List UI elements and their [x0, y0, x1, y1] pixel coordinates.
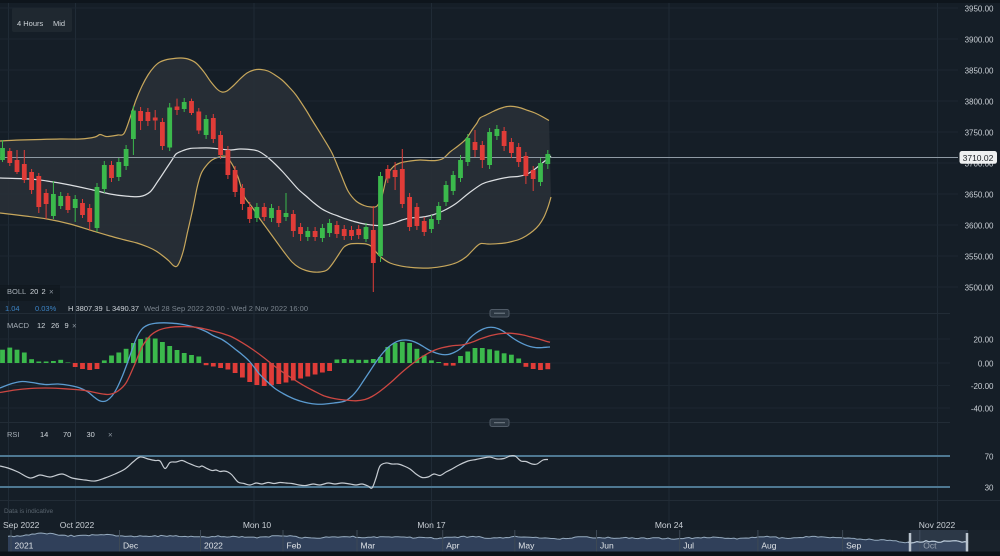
- svg-text:3850.00: 3850.00: [965, 67, 994, 76]
- svg-text:Feb: Feb: [287, 541, 302, 551]
- svg-text:2022: 2022: [204, 541, 223, 551]
- svg-text:Mon 17: Mon 17: [417, 520, 446, 530]
- svg-text:×: ×: [108, 431, 113, 440]
- svg-text:3750.00: 3750.00: [965, 129, 994, 138]
- svg-text:1.04: 1.04: [5, 304, 20, 313]
- svg-text:H 3807.39: H 3807.39: [68, 304, 103, 313]
- svg-text:Oct: Oct: [923, 541, 937, 551]
- svg-text:Mar: Mar: [361, 541, 376, 551]
- svg-text:4 Hours: 4 Hours: [17, 19, 44, 28]
- svg-text:26: 26: [51, 321, 59, 330]
- svg-text:3550.00: 3550.00: [965, 253, 994, 262]
- svg-text:30: 30: [985, 484, 994, 493]
- svg-text:Mon 24: Mon 24: [655, 520, 684, 530]
- svg-text:3900.00: 3900.00: [965, 36, 994, 45]
- svg-text:Jun: Jun: [600, 541, 614, 551]
- svg-text:3800.00: 3800.00: [965, 98, 994, 107]
- svg-text:3500.00: 3500.00: [965, 284, 994, 293]
- svg-text:14: 14: [40, 430, 48, 439]
- svg-text:×: ×: [49, 288, 54, 297]
- svg-text:Oct 2022: Oct 2022: [60, 520, 95, 530]
- svg-text:BOLL: BOLL: [7, 287, 26, 296]
- svg-text:3600.00: 3600.00: [965, 222, 994, 231]
- svg-text:2: 2: [42, 287, 46, 296]
- svg-text:70: 70: [985, 453, 994, 462]
- svg-text:0.00: 0.00: [978, 360, 994, 369]
- svg-text:Mon 10: Mon 10: [243, 520, 272, 530]
- svg-text:RSI: RSI: [7, 430, 20, 439]
- svg-text:3650.00: 3650.00: [965, 191, 994, 200]
- svg-text:70: 70: [63, 430, 71, 439]
- svg-text:May: May: [518, 541, 535, 551]
- svg-text:3950.00: 3950.00: [965, 5, 994, 14]
- svg-text:Aug: Aug: [761, 541, 776, 551]
- svg-text:Nov 2022: Nov 2022: [919, 520, 956, 530]
- svg-text:20: 20: [30, 287, 38, 296]
- svg-text:Sep: Sep: [846, 541, 861, 551]
- svg-text:-40.00: -40.00: [971, 405, 994, 414]
- svg-text:Wed 28 Sep 2022 20:00 - Wed 2: Wed 28 Sep 2022 20:00 - Wed 2 Nov 2022 1…: [144, 304, 308, 313]
- svg-text:Data is indicative: Data is indicative: [4, 508, 54, 515]
- svg-text:MACD: MACD: [7, 321, 30, 330]
- svg-text:Jul: Jul: [683, 541, 694, 551]
- svg-text:2021: 2021: [15, 541, 34, 551]
- svg-text:30: 30: [87, 430, 95, 439]
- svg-text:9: 9: [65, 321, 69, 330]
- svg-text:L 3490.37: L 3490.37: [106, 304, 139, 313]
- svg-text:3700.00: 3700.00: [965, 160, 994, 169]
- svg-text:Apr: Apr: [446, 541, 459, 551]
- svg-text:Mid: Mid: [53, 19, 65, 28]
- svg-text:Dec: Dec: [123, 541, 139, 551]
- svg-text:-20.00: -20.00: [971, 382, 994, 391]
- svg-text:3710.02: 3710.02: [963, 153, 994, 163]
- svg-text:20.00: 20.00: [973, 336, 994, 345]
- svg-text:Sep 2022: Sep 2022: [3, 520, 40, 530]
- svg-text:×: ×: [72, 322, 77, 331]
- svg-text:0.03%: 0.03%: [35, 304, 57, 313]
- svg-text:12: 12: [37, 321, 45, 330]
